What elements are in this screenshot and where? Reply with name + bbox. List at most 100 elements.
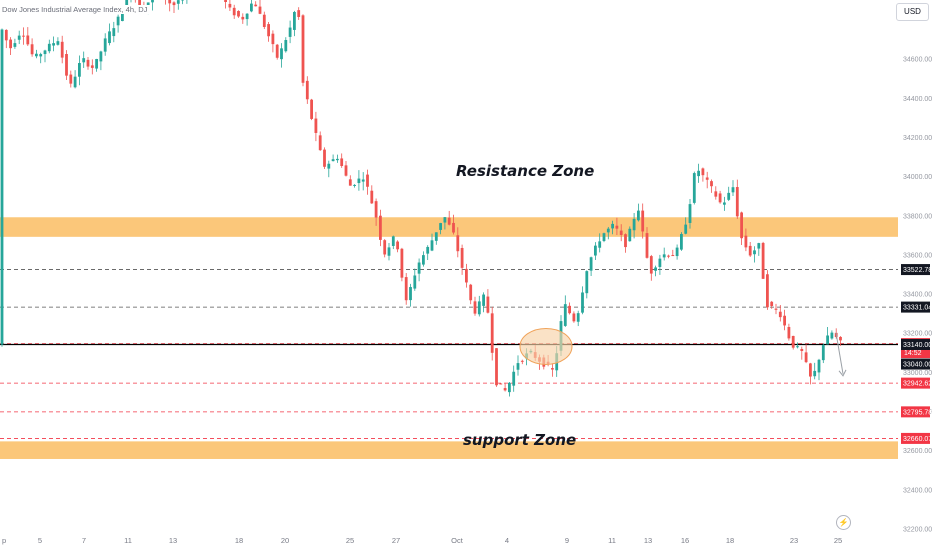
currency-button[interactable]: USD	[896, 3, 929, 21]
candle-body	[404, 277, 408, 301]
candle-body	[271, 33, 275, 45]
candle-body	[791, 335, 795, 348]
candle-body	[456, 235, 460, 252]
y-tick-label: 34600.00	[903, 57, 932, 64]
candle-body	[65, 54, 68, 76]
candle-body	[4, 29, 8, 41]
candle-body	[284, 40, 288, 52]
candle-body	[658, 258, 662, 267]
candle-body	[78, 63, 81, 77]
candle-body	[770, 301, 774, 307]
candle-body	[675, 247, 679, 257]
candle-body	[710, 181, 713, 187]
price-badge-label: 33140.00	[903, 342, 932, 349]
candle-body	[250, 3, 253, 12]
lightning-icon[interactable]: ⚡	[836, 515, 851, 530]
price-badge-label: 33040.00	[903, 362, 932, 369]
candle-body	[95, 58, 98, 69]
candle-body	[112, 28, 116, 37]
candle-body	[327, 163, 331, 169]
candle-body	[731, 187, 735, 193]
candle-body	[73, 76, 77, 88]
candle-body	[473, 301, 477, 314]
candle-body	[258, 6, 262, 14]
candle-body	[809, 363, 812, 377]
x-tick-label: 13	[169, 536, 177, 545]
x-tick-label: 20	[281, 536, 289, 545]
y-tick-label: 34200.00	[903, 135, 932, 142]
candle-body	[632, 218, 636, 231]
candle-body	[146, 2, 150, 8]
candle-body	[318, 135, 322, 151]
candle-body	[99, 51, 103, 62]
candle-body	[611, 223, 614, 229]
candle-body	[348, 179, 352, 186]
candle-body	[391, 236, 395, 246]
candle-body	[434, 232, 438, 241]
candle-body	[305, 80, 309, 100]
candle-body	[568, 305, 571, 314]
candle-body	[637, 210, 640, 221]
candle-body	[804, 352, 808, 363]
candle-body	[735, 187, 739, 217]
candle-body	[344, 165, 348, 176]
candle-body	[628, 228, 632, 242]
candle-body	[121, 11, 124, 22]
candle-body	[396, 241, 399, 250]
candle-body	[172, 2, 176, 6]
candle-body	[581, 292, 584, 313]
candle-body	[0, 29, 4, 345]
candle-body	[103, 38, 107, 52]
candle-body	[705, 177, 709, 180]
x-tick-label: 25	[834, 536, 842, 545]
candle-body	[26, 35, 30, 45]
candle-body	[9, 39, 12, 49]
candle-body	[701, 168, 705, 176]
candle-body	[413, 275, 417, 289]
highlight-ellipse	[519, 327, 573, 365]
candle-body	[619, 230, 623, 235]
candle-body	[447, 217, 451, 225]
x-tick-label: p	[2, 536, 6, 545]
candle-body	[662, 254, 666, 258]
price-badge	[901, 406, 930, 418]
candle-body	[624, 234, 627, 248]
x-tick-label: Oct	[451, 536, 464, 545]
candle-body	[649, 256, 653, 274]
candle-body	[176, 0, 180, 4]
candle-body	[108, 31, 111, 44]
candle-body	[275, 44, 279, 58]
candle-body	[56, 41, 60, 45]
x-tick-label: 13	[644, 536, 652, 545]
price-badge	[901, 377, 930, 389]
candle-body	[654, 267, 657, 271]
candle-body	[800, 349, 804, 351]
candle-body	[151, 0, 154, 3]
candle-body	[744, 235, 748, 248]
candle-body	[69, 74, 73, 84]
candle-body	[224, 0, 227, 3]
candle-body	[766, 274, 769, 308]
countdown-label: 14:52	[904, 350, 922, 357]
candle-body	[589, 257, 593, 271]
candle-body	[486, 296, 490, 313]
candle-body	[13, 43, 17, 47]
price-badge	[901, 432, 930, 444]
candle-body	[237, 10, 240, 17]
candle-body	[297, 10, 301, 17]
candle-body	[671, 255, 675, 257]
candle-body	[52, 43, 55, 46]
candle-body	[310, 99, 313, 119]
y-tick-label: 32200.00	[903, 526, 932, 533]
candle-body	[602, 233, 606, 241]
candle-body	[551, 368, 554, 370]
y-tick-label: 33800.00	[903, 213, 932, 220]
candle-body	[615, 225, 619, 229]
x-tick-label: 23	[790, 536, 798, 545]
candle-body	[714, 191, 718, 197]
candle-body	[293, 11, 296, 30]
candle-body	[757, 243, 761, 249]
candle-body	[400, 248, 404, 278]
candle-body	[60, 41, 64, 58]
